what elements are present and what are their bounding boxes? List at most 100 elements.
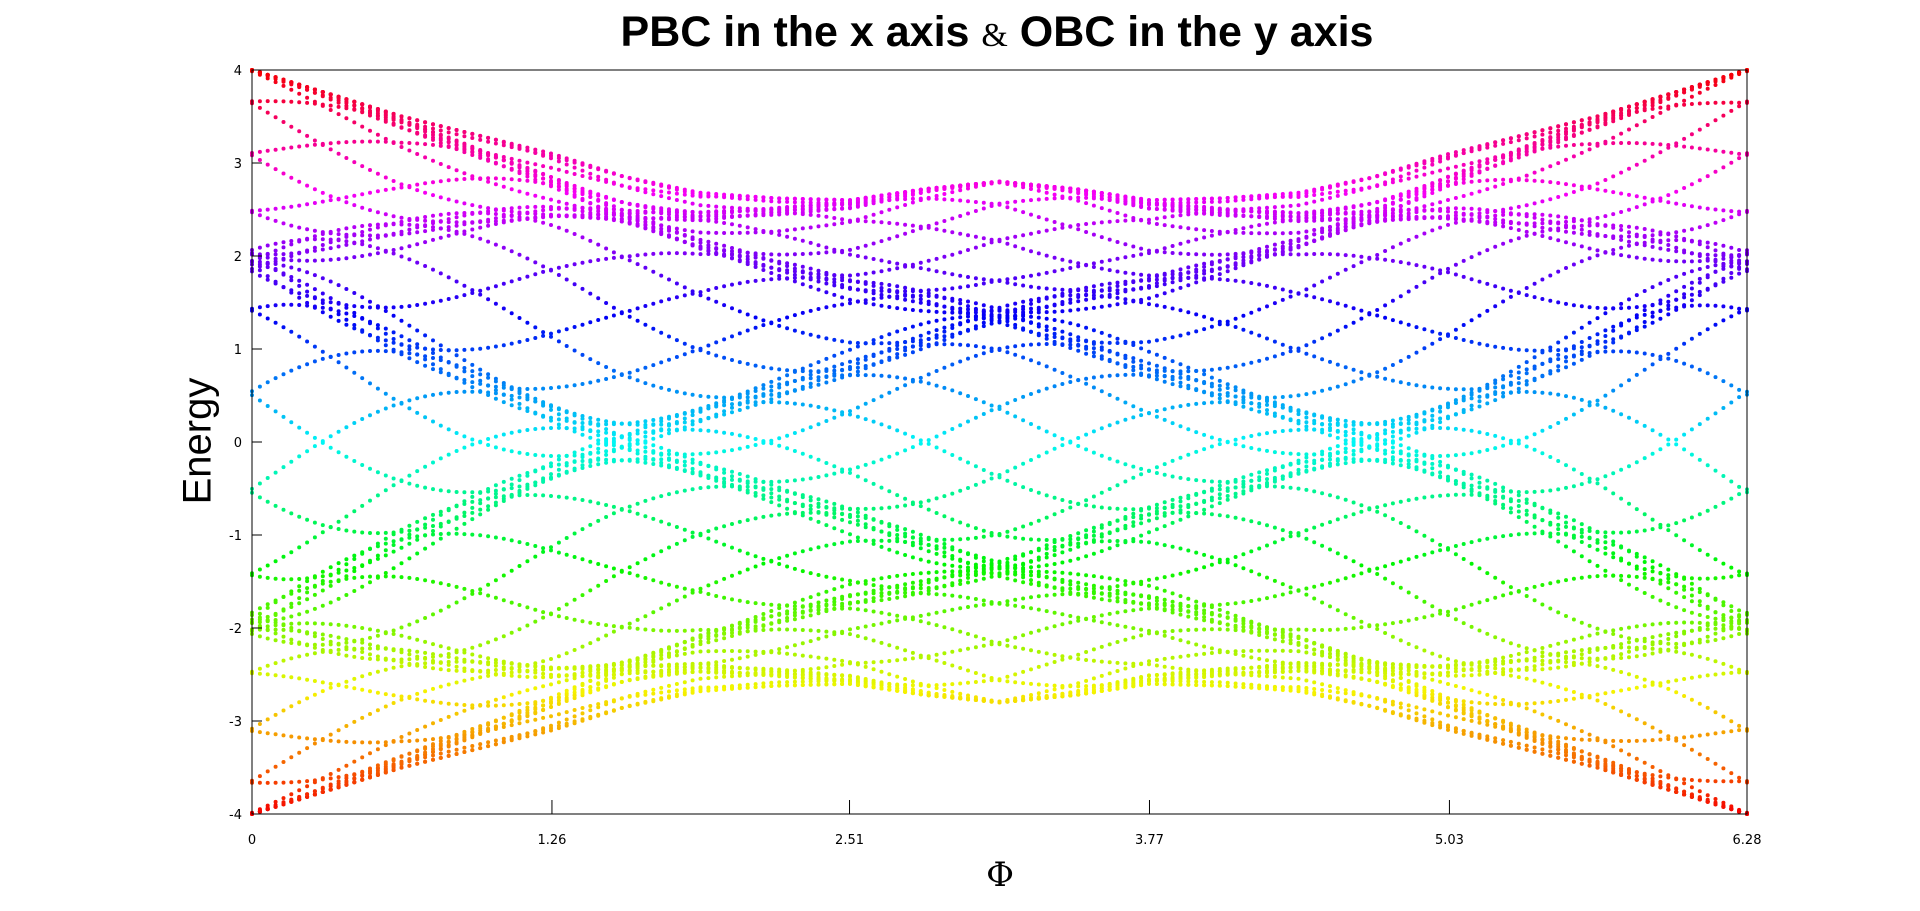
spectrum-point xyxy=(714,395,719,400)
spectrum-point xyxy=(423,142,428,147)
spectrum-point xyxy=(808,271,813,276)
spectrum-point xyxy=(305,784,310,789)
spectrum-point xyxy=(926,549,931,554)
spectrum-point xyxy=(792,652,797,657)
spectrum-point xyxy=(714,401,719,406)
spectrum-point xyxy=(722,395,727,400)
spectrum-point xyxy=(785,627,790,632)
spectrum-point xyxy=(368,413,372,418)
spectrum-point xyxy=(407,473,412,478)
spectrum-point xyxy=(391,222,396,227)
spectrum-point xyxy=(454,515,459,520)
spectrum-point xyxy=(572,165,577,170)
spectrum-point xyxy=(903,376,908,381)
spectrum-point xyxy=(800,402,805,407)
spectrum-point xyxy=(336,360,341,365)
spectrum-point xyxy=(596,583,601,588)
spectrum-point xyxy=(895,329,900,334)
spectrum-point xyxy=(257,398,262,403)
spectrum-point xyxy=(659,549,664,554)
spectrum-point xyxy=(942,325,947,330)
spectrum-point xyxy=(926,320,931,325)
spectrum-point xyxy=(462,738,467,743)
spectrum-point xyxy=(493,445,498,450)
spectrum-point xyxy=(769,559,774,564)
spectrum-point xyxy=(525,274,530,279)
spectrum-point xyxy=(659,628,664,633)
spectrum-point xyxy=(745,625,750,630)
spectrum-point xyxy=(407,481,412,486)
spectrum-point xyxy=(651,443,656,448)
spectrum-point xyxy=(486,437,491,441)
spectrum-point xyxy=(706,404,711,408)
spectrum-point xyxy=(493,384,498,389)
spectrum-point xyxy=(265,731,270,736)
spectrum-point xyxy=(832,273,837,278)
spectrum-point xyxy=(305,736,310,741)
spectrum-point xyxy=(887,454,892,459)
spectrum-point xyxy=(611,669,616,674)
spectrum-point xyxy=(478,176,483,181)
spectrum-point xyxy=(926,381,931,386)
spectrum-point xyxy=(407,541,412,546)
spectrum-point xyxy=(816,457,821,462)
spectrum-point xyxy=(785,315,790,320)
spectrum-point xyxy=(918,582,923,587)
spectrum-point xyxy=(312,101,317,106)
spectrum-point xyxy=(360,626,365,630)
spectrum-point xyxy=(509,156,514,161)
spectrum-point xyxy=(478,211,483,215)
spectrum-point xyxy=(745,600,750,605)
spectrum-point xyxy=(816,243,821,248)
spectrum-point xyxy=(352,624,357,629)
spectrum-point xyxy=(777,229,782,234)
spectrum-point xyxy=(863,281,868,286)
spectrum-point xyxy=(297,295,302,300)
spectrum-point xyxy=(336,429,341,434)
spectrum-point xyxy=(517,189,522,194)
spectrum-point xyxy=(792,275,797,280)
spectrum-point xyxy=(769,513,774,518)
spectrum-point xyxy=(682,217,687,222)
spectrum-point xyxy=(257,671,262,676)
spectrum-point xyxy=(549,331,553,336)
spectrum-point xyxy=(462,177,467,181)
spectrum-point xyxy=(415,551,420,556)
spectrum-point xyxy=(486,729,491,733)
spectrum-point xyxy=(635,448,640,453)
spectrum-point xyxy=(667,672,671,677)
spectrum-point xyxy=(722,476,727,481)
spectrum-point xyxy=(352,575,357,580)
spectrum-point xyxy=(863,608,868,613)
spectrum-point xyxy=(454,752,459,756)
spectrum-point xyxy=(572,160,577,165)
spectrum-point xyxy=(611,511,616,516)
spectrum-point xyxy=(871,241,876,246)
spectrum-point xyxy=(651,418,656,422)
spectrum-point xyxy=(289,780,294,785)
spectrum-point xyxy=(659,457,664,462)
spectrum-point xyxy=(714,412,719,417)
spectrum-point xyxy=(785,268,790,273)
spectrum-point xyxy=(604,515,609,519)
spectrum-point xyxy=(486,139,491,144)
spectrum-point xyxy=(604,419,609,424)
spectrum-point xyxy=(855,344,860,349)
spectrum-point xyxy=(832,682,837,687)
spectrum-point xyxy=(635,441,640,446)
spectrum-point xyxy=(737,254,742,259)
spectrum-point xyxy=(737,478,742,483)
spectrum-point xyxy=(407,351,412,356)
spectrum-point xyxy=(517,146,522,151)
spectrum-point xyxy=(934,683,939,688)
spectrum-point xyxy=(690,209,695,214)
spectrum-point xyxy=(855,626,860,630)
spectrum-point xyxy=(855,580,860,585)
spectrum-point xyxy=(454,138,459,143)
spectrum-point xyxy=(910,344,915,349)
spectrum-point xyxy=(533,272,538,277)
spectrum-point xyxy=(509,718,514,723)
spectrum-point xyxy=(273,409,278,414)
spectrum-point xyxy=(848,674,852,679)
spectrum-point xyxy=(942,317,947,322)
